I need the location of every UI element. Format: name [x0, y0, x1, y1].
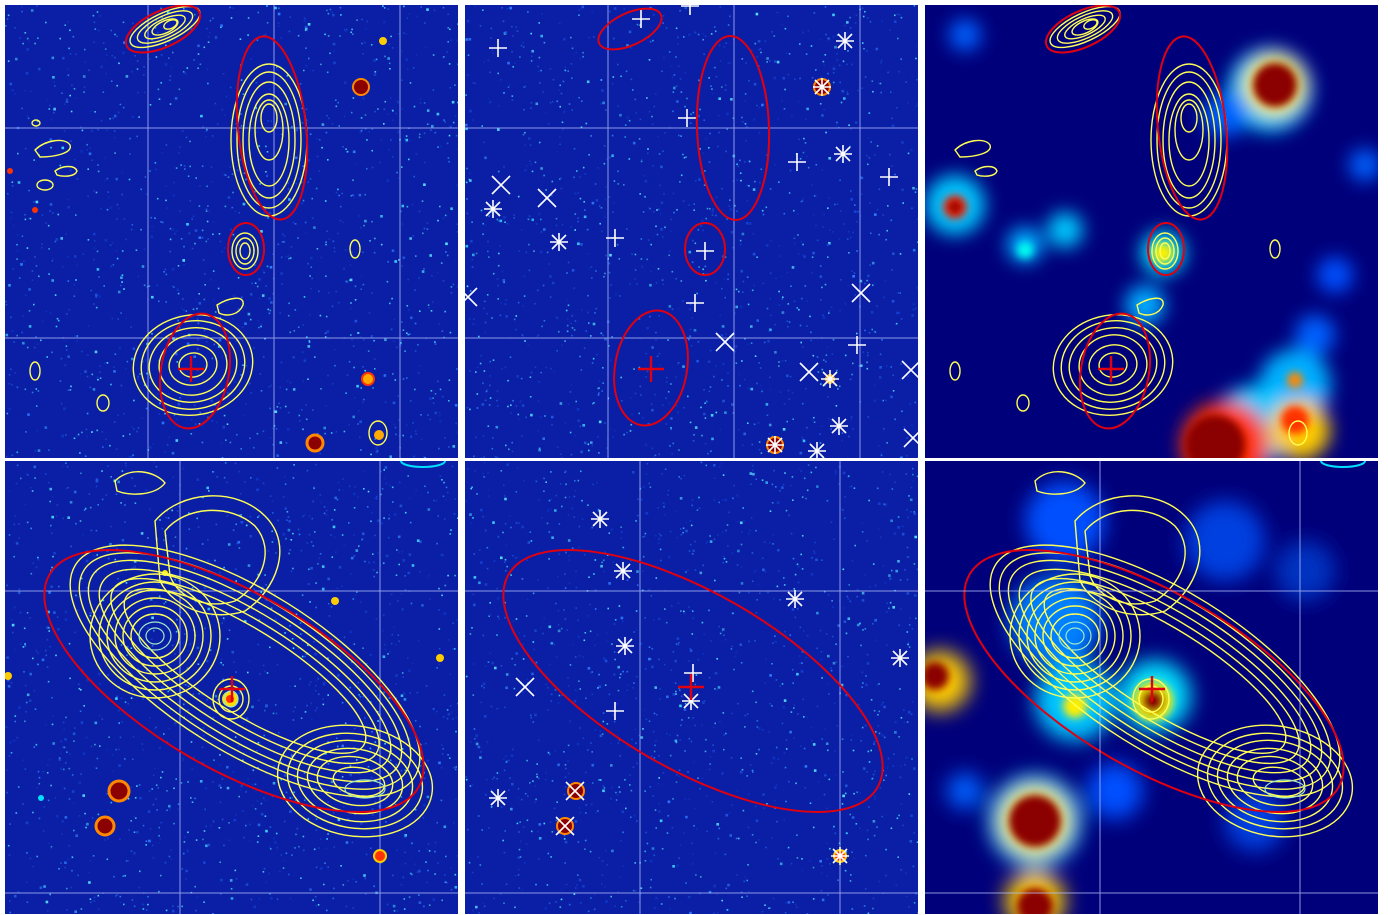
- panel-top-catalog: [465, 5, 918, 458]
- star-marker: [786, 590, 804, 608]
- x-marker: [901, 360, 918, 380]
- x-marker: [715, 332, 735, 352]
- x-marker: [515, 677, 535, 697]
- plus-marker: [788, 153, 806, 171]
- catalog-markers: [489, 510, 909, 865]
- source-ellipses: [124, 5, 309, 430]
- coordinate-grid: [465, 461, 918, 914]
- cross-marker: [1139, 676, 1165, 702]
- source-ellipse: [502, 549, 884, 813]
- x-marker: [903, 428, 918, 448]
- panel-bottom-smoothed-image: [925, 461, 1378, 914]
- cross-marker: [178, 356, 204, 382]
- plus-marker: [678, 109, 696, 127]
- sky-noise: [5, 5, 458, 458]
- x-marker: [537, 188, 557, 208]
- star-marker: [766, 436, 784, 454]
- star-marker: [891, 649, 909, 667]
- x-marker: [565, 781, 585, 801]
- radio-contours: [989, 471, 1354, 838]
- plus-marker: [606, 702, 624, 720]
- radio-contours: [69, 471, 434, 838]
- star-marker: [550, 233, 568, 251]
- star-marker: [836, 32, 854, 50]
- x-marker: [465, 287, 478, 307]
- panel-top-radio-image: [5, 5, 458, 458]
- plus-marker: [606, 229, 624, 247]
- source-ellipse: [963, 549, 1345, 813]
- x-marker: [491, 175, 511, 195]
- plus-marker: [684, 664, 702, 682]
- star-marker: [830, 417, 848, 435]
- x-marker: [799, 362, 819, 382]
- star-marker: [591, 510, 609, 528]
- plus-marker: [686, 294, 704, 312]
- plus-marker: [632, 10, 650, 28]
- x-marker: [851, 283, 871, 303]
- coordinate-grid: [925, 461, 1378, 914]
- radio-contours-inner: [1058, 621, 1306, 799]
- star-marker: [489, 789, 507, 807]
- cross-marker: [638, 356, 664, 382]
- sky-noise: [5, 461, 458, 914]
- star-marker: [834, 145, 852, 163]
- optical-sources: [7, 37, 387, 453]
- plus-marker: [848, 336, 866, 354]
- panel-bottom-radio-image: [5, 461, 458, 914]
- smoothed-cores: [925, 662, 1173, 914]
- sky-background: [5, 5, 458, 458]
- panel-top-smoothed: [925, 5, 1378, 458]
- edge-arc: [1320, 461, 1366, 468]
- star-marker: [821, 370, 839, 388]
- catalog-markers: [465, 5, 918, 458]
- source-ellipses: [1044, 5, 1229, 430]
- sky-noise: [465, 5, 918, 458]
- panel-bottom-radio: [5, 461, 458, 914]
- radio-contours-inner: [138, 621, 386, 799]
- x-marker: [555, 816, 575, 836]
- optical-sources: [5, 570, 444, 863]
- cross-marker: [1098, 356, 1124, 382]
- source-ellipse: [43, 549, 425, 813]
- star-marker: [614, 562, 632, 580]
- source-ellipses: [597, 7, 771, 427]
- cross-marker: [219, 676, 245, 702]
- panel-top-smoothed-image: [925, 5, 1378, 458]
- star-marker: [813, 78, 831, 96]
- star-marker: [808, 442, 826, 458]
- edge-arc: [400, 461, 446, 468]
- panel-bottom-catalog-image: [465, 461, 918, 914]
- cross-marker: [678, 674, 704, 700]
- panel-bottom-catalog: [465, 461, 918, 914]
- plus-marker: [880, 168, 898, 186]
- star-marker: [484, 200, 502, 218]
- plus-marker: [681, 5, 699, 15]
- panel-top-catalog-image: [465, 5, 918, 458]
- panel-bottom-smoothed: [925, 461, 1378, 914]
- star-marker: [831, 847, 849, 865]
- panel-top-radio: [5, 5, 458, 458]
- sky-noise: [465, 461, 918, 914]
- plus-marker: [489, 39, 507, 57]
- star-marker: [616, 637, 634, 655]
- plus-marker: [696, 242, 714, 260]
- coordinate-grid: [465, 5, 918, 458]
- sky-background: [465, 5, 918, 458]
